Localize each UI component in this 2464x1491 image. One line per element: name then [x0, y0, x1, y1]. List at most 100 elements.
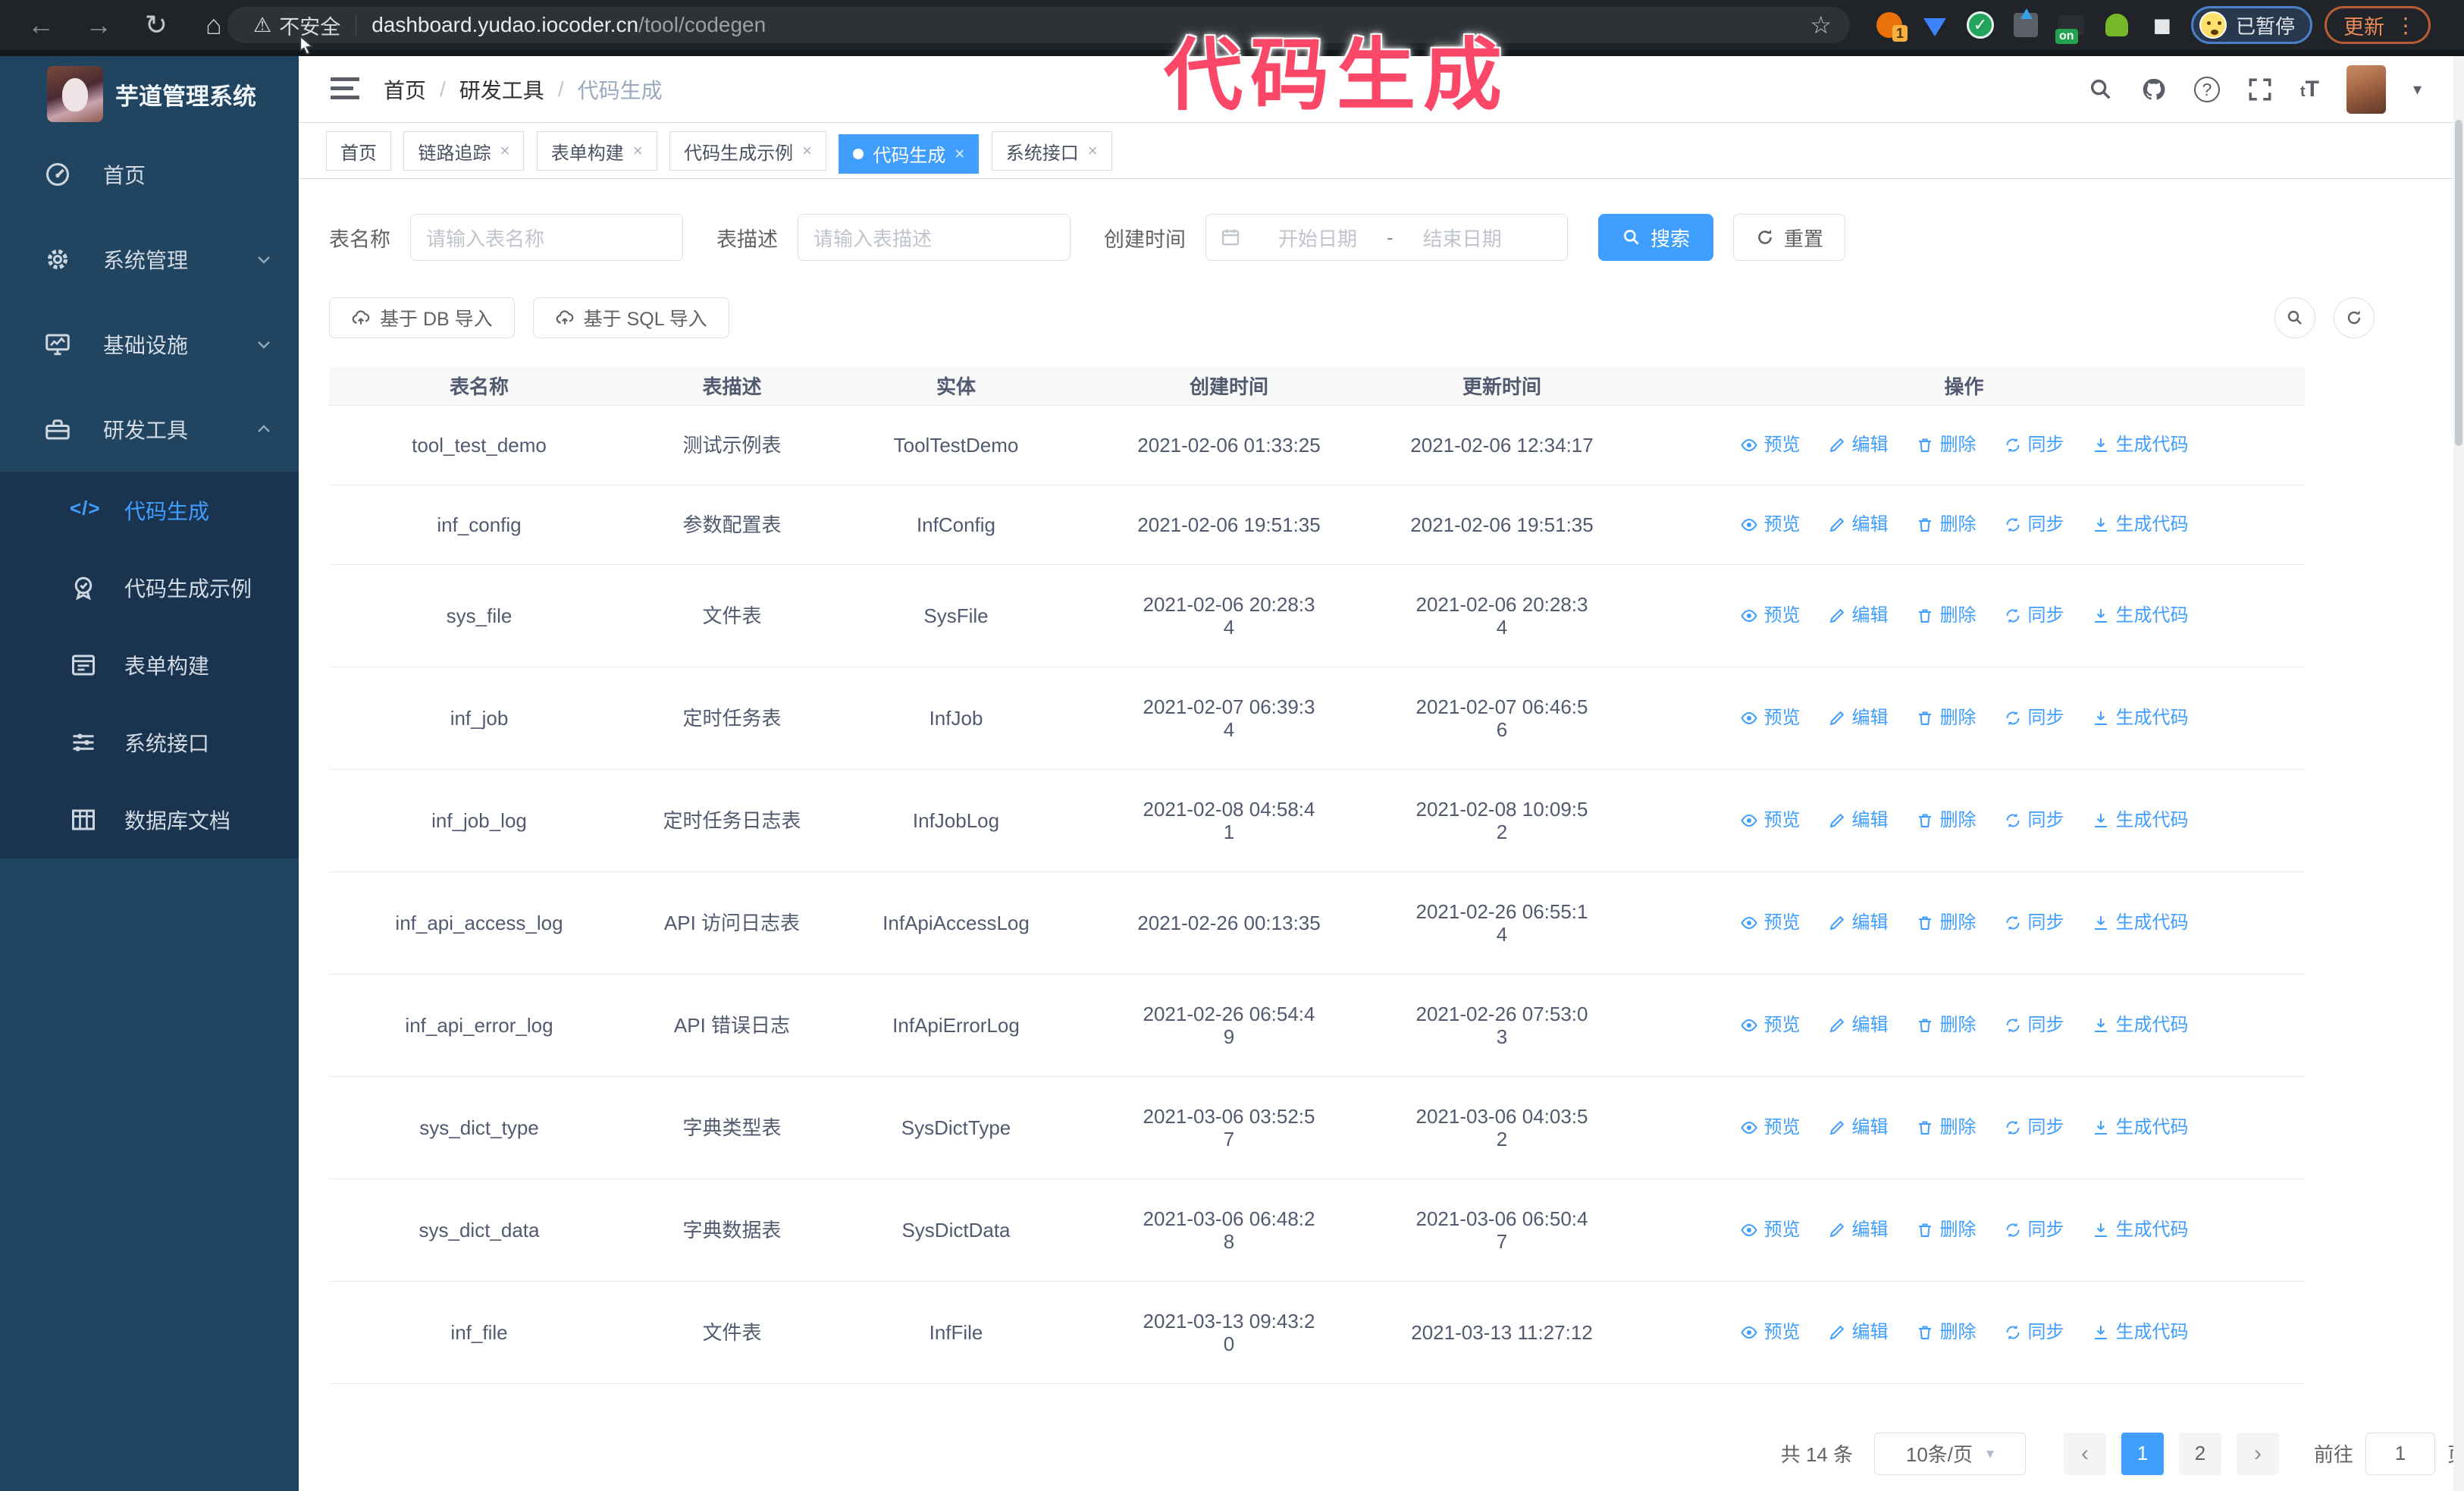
extension-icon-grid[interactable]	[2009, 8, 2042, 42]
delete-link[interactable]: 删除	[1916, 434, 1977, 457]
preview-link[interactable]: 预览	[1740, 434, 1801, 457]
generate-code-link[interactable]: 生成代码	[2092, 513, 2189, 536]
extension-icon-android[interactable]	[2100, 8, 2133, 42]
prev-page-button[interactable]: ‹	[2063, 1432, 2106, 1475]
edit-link[interactable]: 编辑	[1828, 707, 1889, 730]
preview-link[interactable]: 预览	[1740, 809, 1801, 832]
sidebar-item-infra[interactable]: 基础设施	[0, 302, 299, 387]
search-icon[interactable]	[2088, 77, 2114, 102]
avatar[interactable]	[2346, 65, 2386, 114]
scrollbar-thumb[interactable]	[2455, 120, 2462, 446]
extension-icon-green-check[interactable]: ✓	[1964, 8, 1997, 42]
table-desc-input[interactable]: 请输入表描述	[798, 214, 1071, 261]
db-import-button[interactable]: 基于 DB 导入	[329, 297, 515, 338]
tab-tracing[interactable]: 链路追踪 ×	[403, 131, 525, 171]
breadcrumb-home[interactable]: 首页	[384, 79, 427, 102]
sidebar-item-devtools[interactable]: 研发工具	[0, 387, 299, 472]
reload-icon[interactable]: ↻	[144, 9, 168, 40]
edit-link[interactable]: 编辑	[1828, 604, 1889, 627]
tab-system-api[interactable]: 系统接口 ×	[991, 131, 1112, 171]
preview-link[interactable]: 预览	[1740, 707, 1801, 730]
delete-link[interactable]: 删除	[1916, 912, 1977, 934]
edit-link[interactable]: 编辑	[1828, 1219, 1889, 1241]
browser-update-button[interactable]: 更新 ⋮	[2324, 6, 2431, 44]
fullscreen-icon[interactable]	[2247, 77, 2273, 102]
back-icon[interactable]: ←	[27, 9, 55, 40]
sidebar-item-home[interactable]: 首页	[0, 132, 299, 217]
edit-link[interactable]: 编辑	[1828, 912, 1889, 934]
preview-link[interactable]: 预览	[1740, 912, 1801, 934]
preview-link[interactable]: 预览	[1740, 513, 1801, 536]
goto-page-input[interactable]: 1	[2365, 1432, 2435, 1475]
page-button-1[interactable]: 1	[2121, 1432, 2164, 1475]
next-page-button[interactable]: ›	[2236, 1432, 2279, 1475]
close-icon[interactable]: ×	[955, 143, 965, 163]
generate-code-link[interactable]: 生成代码	[2092, 1219, 2189, 1241]
sync-link[interactable]: 同步	[2004, 1321, 2064, 1344]
sidebar-item-form-builder[interactable]: 表单构建	[0, 626, 299, 704]
preview-link[interactable]: 预览	[1740, 604, 1801, 627]
edit-link[interactable]: 编辑	[1828, 1321, 1889, 1344]
sync-link[interactable]: 同步	[2004, 1014, 2064, 1037]
help-icon[interactable]: ?	[2193, 77, 2220, 102]
refresh-table-button[interactable]	[2334, 297, 2375, 338]
tab-codegen[interactable]: 代码生成 ×	[839, 133, 980, 174]
font-size-icon[interactable]: tT	[2299, 77, 2319, 102]
sidebar-item-codegen[interactable]: </> 代码生成	[0, 472, 299, 549]
sidebar-item-db-doc[interactable]: 数据库文档	[0, 781, 299, 859]
sync-link[interactable]: 同步	[2004, 513, 2064, 536]
date-range-input[interactable]: 开始日期 - 结束日期	[1205, 214, 1568, 261]
page-button-2[interactable]: 2	[2178, 1432, 2221, 1475]
edit-link[interactable]: 编辑	[1828, 513, 1889, 536]
tab-form-builder[interactable]: 表单构建 ×	[536, 131, 657, 171]
forward-icon[interactable]: →	[85, 9, 112, 40]
preview-link[interactable]: 预览	[1740, 1116, 1801, 1139]
edit-link[interactable]: 编辑	[1828, 1014, 1889, 1037]
sidebar-item-system-api[interactable]: 系统接口	[0, 704, 299, 781]
sidebar-item-codegen-example[interactable]: 代码生成示例	[0, 549, 299, 626]
sync-link[interactable]: 同步	[2004, 1116, 2064, 1139]
sync-link[interactable]: 同步	[2004, 809, 2064, 832]
scrollbar-track[interactable]	[2453, 56, 2464, 1491]
sync-link[interactable]: 同步	[2004, 707, 2064, 730]
show-search-button[interactable]	[2274, 297, 2315, 338]
generate-code-link[interactable]: 生成代码	[2092, 1321, 2189, 1344]
kebab-menu-icon[interactable]: ⋮	[2395, 13, 2417, 37]
generate-code-link[interactable]: 生成代码	[2092, 434, 2189, 457]
delete-link[interactable]: 删除	[1916, 513, 1977, 536]
delete-link[interactable]: 删除	[1916, 809, 1977, 832]
sidebar-item-system[interactable]: 系统管理	[0, 217, 299, 302]
avatar-caret-icon[interactable]: ▾	[2412, 80, 2422, 99]
generate-code-link[interactable]: 生成代码	[2092, 1014, 2189, 1037]
sql-import-button[interactable]: 基于 SQL 导入	[532, 297, 729, 338]
delete-link[interactable]: 删除	[1916, 1219, 1977, 1241]
extension-icon-gem[interactable]	[1918, 8, 1951, 42]
bookmark-star-icon[interactable]: ☆	[1810, 11, 1832, 39]
close-icon[interactable]: ×	[1087, 141, 1098, 160]
preview-link[interactable]: 预览	[1740, 1219, 1801, 1241]
close-icon[interactable]: ×	[500, 141, 510, 160]
table-name-input[interactable]: 请输入表名称	[410, 214, 683, 261]
not-secure-warning[interactable]: ⚠ 不安全	[253, 11, 340, 40]
close-icon[interactable]: ×	[632, 141, 643, 160]
sync-link[interactable]: 同步	[2004, 604, 2064, 627]
preview-link[interactable]: 预览	[1740, 1321, 1801, 1344]
sync-link[interactable]: 同步	[2004, 1219, 2064, 1241]
sync-link[interactable]: 同步	[2004, 434, 2064, 457]
page-size-select[interactable]: 10条/页 ▾	[1873, 1432, 2026, 1475]
extensions-puzzle-icon[interactable]: ◼	[2152, 12, 2172, 38]
close-icon[interactable]: ×	[802, 141, 812, 160]
profile-paused-chip[interactable]: 已暂停	[2191, 6, 2313, 44]
hamburger-icon[interactable]	[331, 77, 359, 102]
delete-link[interactable]: 删除	[1916, 604, 1977, 627]
breadcrumb-devtools[interactable]: 研发工具	[459, 79, 544, 102]
home-icon[interactable]: ⌂	[205, 9, 222, 40]
preview-link[interactable]: 预览	[1740, 1014, 1801, 1037]
edit-link[interactable]: 编辑	[1828, 1116, 1889, 1139]
address-bar[interactable]: ⚠ 不安全 dashboard.yudao.iocoder.cn/tool/co…	[227, 7, 1850, 43]
generate-code-link[interactable]: 生成代码	[2092, 809, 2189, 832]
sync-link[interactable]: 同步	[2004, 912, 2064, 934]
generate-code-link[interactable]: 生成代码	[2092, 604, 2189, 627]
github-icon[interactable]	[2141, 77, 2167, 102]
delete-link[interactable]: 删除	[1916, 1014, 1977, 1037]
